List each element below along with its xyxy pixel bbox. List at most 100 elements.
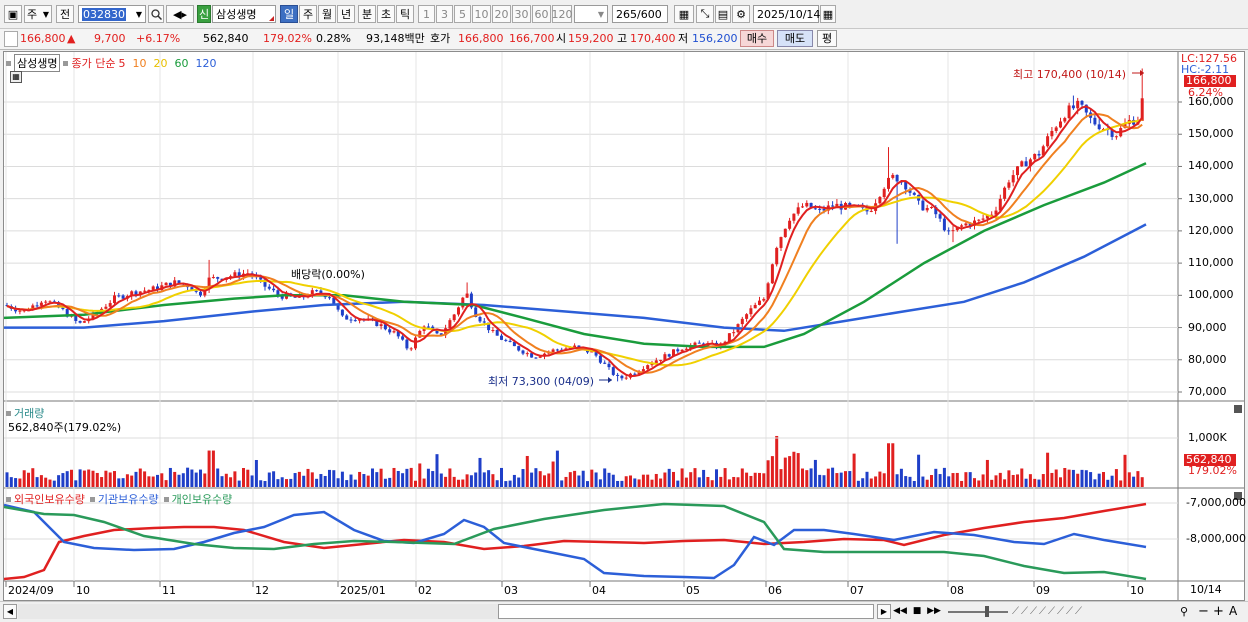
volume-bar: [684, 477, 688, 487]
period-monthly-button[interactable]: 월: [318, 5, 336, 23]
chart-area[interactable]: 2024/09 10 11 12 2025/01 02 03 04 05 06 07 08 09 10 삼…: [3, 51, 1246, 601]
candle-body: [1097, 124, 1101, 130]
volume-bar: [108, 472, 112, 487]
candle-body: [603, 362, 607, 364]
volume-bar: [186, 467, 190, 487]
scroll-track[interactable]: [18, 604, 498, 619]
candle-body: [82, 321, 86, 323]
volume-bar: [1063, 467, 1067, 487]
scroll-thumb[interactable]: [498, 604, 874, 619]
period-second-button[interactable]: 초: [377, 5, 395, 23]
candle-body: [457, 307, 460, 315]
volume-bar: [813, 459, 817, 487]
ma-legend-10[interactable]: 10: [132, 56, 147, 70]
drawing-tool-icon[interactable]: ⤡: [696, 5, 714, 23]
panel-close-icon[interactable]: [1234, 405, 1242, 413]
volume-bar: [895, 474, 899, 487]
institution-holding-legend[interactable]: 기관보유수량: [97, 493, 159, 506]
sell-button[interactable]: 매도: [777, 30, 813, 47]
evaluation-button[interactable]: 평: [817, 30, 837, 47]
zoom-slider-handle[interactable]: [985, 606, 989, 617]
period-tick-button[interactable]: 틱: [396, 5, 414, 23]
stock-name-field[interactable]: 삼성생명: [212, 5, 276, 23]
count-field[interactable]: 265 /600: [612, 5, 668, 23]
buy-button[interactable]: 매수: [740, 30, 774, 47]
panel-close-icon[interactable]: [1234, 492, 1242, 500]
date-input[interactable]: 2025/10/14: [753, 5, 820, 23]
individual-holding-legend[interactable]: 개인보유수량: [171, 493, 233, 506]
custom-interval-input[interactable]: ▼: [574, 5, 608, 23]
zoom-slider-track[interactable]: [948, 611, 1008, 613]
calendar-icon[interactable]: ▦: [820, 5, 836, 23]
indicator-icon[interactable]: ▦: [674, 5, 694, 23]
chevron-down-icon[interactable]: ▼: [135, 9, 142, 19]
interval-5-button[interactable]: 5: [454, 5, 471, 23]
scroll-left-icon[interactable]: ◀: [3, 604, 17, 619]
stock-code-input[interactable]: 032830 ▼: [78, 5, 146, 23]
interval-10-button[interactable]: 10: [472, 5, 491, 23]
ma-legend-120[interactable]: 120: [195, 56, 217, 70]
table-view-icon[interactable]: ▦: [10, 71, 22, 83]
ma-legend-60[interactable]: 60: [174, 56, 189, 70]
save-icon[interactable]: ▤: [715, 5, 731, 23]
candle-body: [151, 286, 155, 290]
ma-legend-20[interactable]: 20: [153, 56, 168, 70]
chevron-down-icon[interactable]: ▼: [597, 9, 604, 19]
volume-bar: [358, 471, 362, 487]
volume-bar: [1024, 478, 1028, 487]
sound-icon[interactable]: ◀▸: [166, 5, 194, 23]
volume-bar: [224, 473, 228, 487]
volume-bar: [1140, 477, 1144, 487]
candle-body: [1080, 100, 1084, 105]
period-daily-button[interactable]: 일: [280, 5, 298, 23]
volume-bar: [293, 473, 297, 487]
interval-30-button[interactable]: 30: [512, 5, 531, 23]
drawing-tools-icon[interactable]: ⟋⟋⟋⟋⟋⟋⟋⟋: [1012, 606, 1084, 617]
volume-bar: [603, 468, 607, 487]
search-icon[interactable]: [148, 5, 164, 23]
prefix-button[interactable]: 전: [56, 5, 74, 23]
zoom-in-icon[interactable]: +: [1213, 604, 1224, 619]
volume-bar: [693, 468, 697, 487]
candle-body: [500, 335, 503, 340]
ma-legend-title[interactable]: 종가 단순: [71, 57, 116, 70]
volume-bar: [1033, 478, 1037, 487]
interval-120-button[interactable]: 120: [552, 5, 573, 23]
volume-bar: [297, 471, 301, 487]
x-tick-label: 03: [504, 584, 518, 597]
market-type-select[interactable]: 주 ▼: [24, 5, 52, 23]
stock-label[interactable]: 삼성생명: [14, 54, 61, 72]
interval-20-button[interactable]: 20: [492, 5, 511, 23]
window-menu-icon[interactable]: ▣: [4, 5, 22, 23]
zoom-out-icon[interactable]: −: [1198, 604, 1209, 619]
period-minute-button[interactable]: 분: [358, 5, 376, 23]
interval-3-button[interactable]: 3: [436, 5, 453, 23]
stop-icon[interactable]: ■: [912, 606, 922, 616]
volume-title[interactable]: 거래량: [14, 407, 45, 420]
volume-bar: [715, 469, 718, 487]
candle-body: [659, 359, 663, 361]
gear-icon[interactable]: ⚙: [732, 5, 750, 23]
foreign-holding-legend[interactable]: 외국인보유수량: [14, 493, 85, 506]
candle-body: [942, 218, 946, 231]
volume-bar: [1046, 452, 1050, 487]
search-icon[interactable]: ⚲: [1180, 605, 1189, 618]
interval-60-button[interactable]: 60: [532, 5, 551, 23]
volume-bar: [689, 472, 693, 487]
candle-body: [654, 360, 658, 364]
quote-toggle-icon[interactable]: [4, 31, 18, 47]
ma-legend-5[interactable]: 5: [118, 56, 126, 70]
scroll-right-icon[interactable]: ▶: [877, 604, 891, 619]
interval-1-button[interactable]: 1: [418, 5, 435, 23]
volume-bar: [844, 471, 847, 487]
candle-body: [44, 301, 48, 303]
period-yearly-button[interactable]: 년: [337, 5, 355, 23]
fast-back-icon[interactable]: ◀◀: [893, 606, 907, 616]
fast-forward-icon[interactable]: ▶▶: [927, 606, 941, 616]
volume-bar: [328, 469, 331, 487]
volume-bar: [831, 467, 835, 487]
font-size-icon[interactable]: A: [1229, 604, 1238, 618]
period-weekly-button[interactable]: 주: [299, 5, 317, 23]
volume-bar: [749, 475, 753, 487]
volume-bar: [543, 475, 546, 487]
